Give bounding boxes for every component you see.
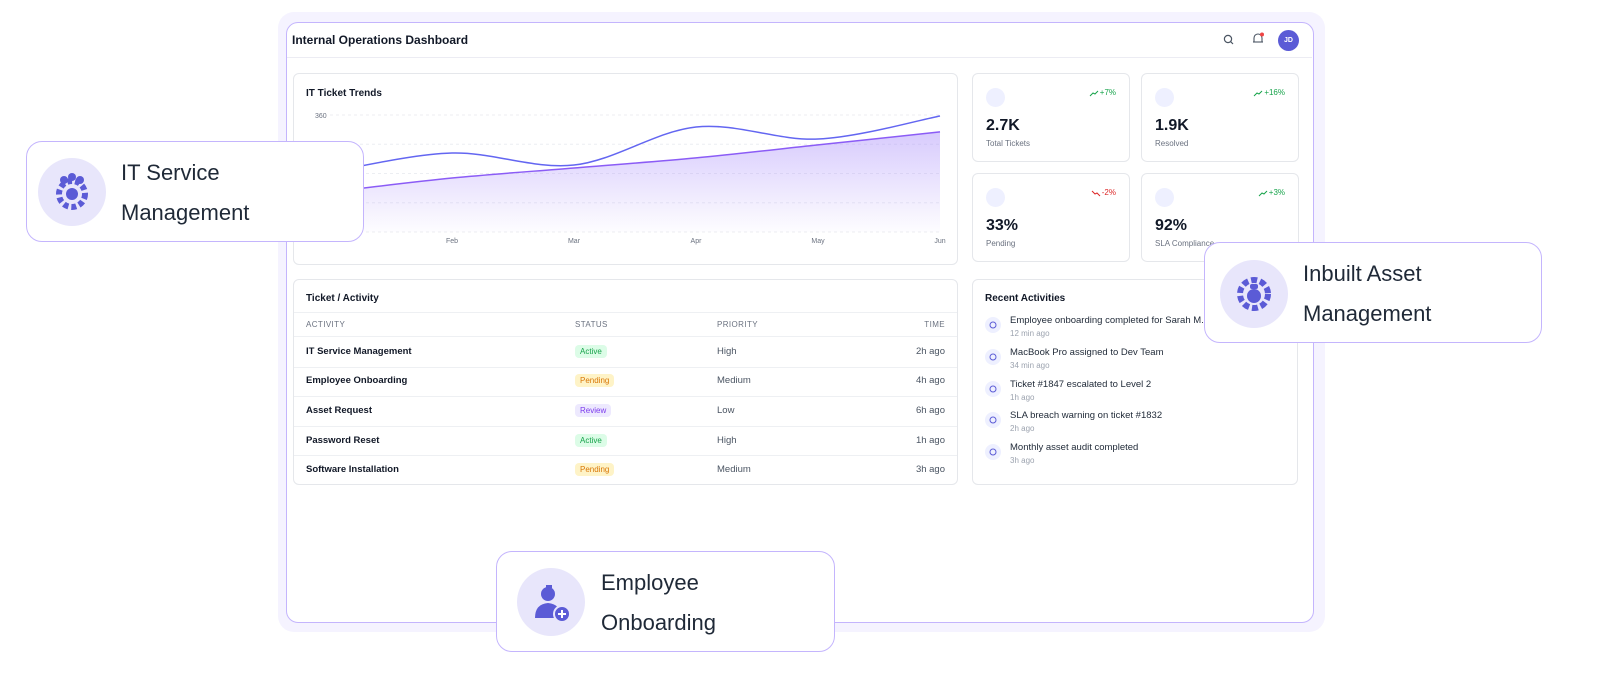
table-cell: Medium [717,464,751,476]
trend-arrow [1091,190,1101,197]
notification-icon[interactable] [1250,31,1266,47]
header-divider [287,57,1312,58]
stat-value: 2.7K [986,117,1020,134]
feature-label: Inbuilt Asset Management [1303,261,1432,326]
stat-change: -2% [1091,188,1116,197]
trend-arrow [1253,90,1263,97]
stat-change: +3% [1258,188,1285,197]
area [330,131,940,232]
row-divider [294,312,957,313]
line [329,131,941,193]
table-card [293,279,958,485]
activity-text: Ticket #1847 escalated to Level 2 [1010,378,1152,390]
status-badge: Pending [575,374,615,388]
feature-card: Employee Onboarding [496,551,835,652]
stat-value: 1.9K [1155,117,1189,134]
activity-name: IT Service Management [306,345,412,357]
stat-card: -2% 33% Pending [972,173,1130,262]
table-cell: 3h ago [915,464,945,476]
dashboard-title: Internal Operations Dashboard [292,33,469,47]
activities-title: Recent Activities [985,293,1066,304]
row-divider [294,425,957,427]
stat-label: Pending [986,239,1016,248]
stat-icon [1155,88,1174,107]
stat-label: Total Tickets [986,139,1031,148]
table-cell: High [717,345,737,357]
activity-text: SLA breach warning on ticket #1832 [1010,410,1163,422]
row-divider [294,455,957,457]
status-badge: Active [575,344,607,358]
x-tick-label: Feb [446,238,458,245]
table-cell: 1h ago [915,434,945,446]
line [329,115,941,173]
feature-card: Inbuilt Asset Management [1204,242,1542,343]
table-cell: 4h ago [915,375,945,387]
x-tick-label: Apr [691,238,703,245]
activity-text: MacBook Pro assigned to Dev Team [1010,346,1164,358]
activity-name: Password Reset [306,434,380,446]
stat-change: +7% [1089,88,1116,97]
activity-name: Asset Request [306,405,372,416]
activity-text: Monthly asset audit completed [1010,442,1139,454]
trend-chart: 360 Feb Mar Apr May Jun [315,113,946,245]
activity-name: Software Installation [306,464,399,476]
stat-icon [986,188,1005,207]
table-cell: 2h ago [915,345,945,357]
stat-card: +16% 1.9K Resolved [1141,73,1299,162]
status-badge: Active [575,433,607,447]
status-badge: Review [575,404,612,417]
column-header: PRIORITY [717,320,758,329]
stat-label: SLA Compliance [1155,239,1215,248]
activity-icon [985,348,1001,365]
activity-icon [985,444,1001,461]
x-tick-label: Mar [568,238,581,245]
activity-name: Employee Onboarding [306,375,408,387]
activity-text: Employee onboarding completed for Sarah … [1010,315,1204,326]
column-header: ACTIVITY [306,320,346,329]
activity-icon [985,412,1001,429]
activity-time: 34 min ago [1010,360,1050,370]
stat-icon [1155,188,1174,207]
stat-label: Resolved [1155,139,1189,148]
x-tick-label: Jun [934,238,945,245]
feature-card: IT Service Management [26,141,364,242]
activity-time: 2h ago [1010,424,1035,434]
activity-icon [985,380,1001,397]
row-divider [294,336,957,337]
stat-icon [986,88,1005,107]
trend-arrow [1258,190,1268,197]
table-cell: Low [717,405,735,416]
activity-time: 1h ago [1010,392,1035,402]
feature-icon [38,158,106,226]
row-divider [294,366,957,368]
activity-time: 12 min ago [1010,329,1050,338]
stat-value: 33% [986,217,1019,234]
table-cell: Medium [717,375,751,387]
activity-time: 3h ago [1010,456,1035,466]
table-cell: High [717,434,737,446]
status-badge: Pending [575,463,615,477]
activity-icon [985,317,1001,333]
chart-title: IT Ticket Trends [306,88,382,99]
trend-arrow [1089,90,1099,97]
row-divider [294,396,957,398]
search-icon[interactable] [1222,33,1236,47]
stat-value: 92% [1155,217,1188,234]
stat-card: +7% 2.7K Total Tickets [972,73,1130,162]
feature-icon [517,568,585,636]
y-tick-label: 360 [315,113,327,120]
feature-label: Employee Onboarding [601,570,716,635]
feature-label: IT Service Management [121,160,250,225]
column-header: TIME [924,320,945,329]
x-tick-label: May [811,238,825,245]
table-cell: 6h ago [915,405,945,416]
stat-change: +16% [1253,88,1285,97]
user-avatar[interactable]: JD [1278,30,1299,51]
table-title: Ticket / Activity [306,293,379,304]
column-header: STATUS [575,320,608,329]
feature-icon [1220,260,1288,328]
